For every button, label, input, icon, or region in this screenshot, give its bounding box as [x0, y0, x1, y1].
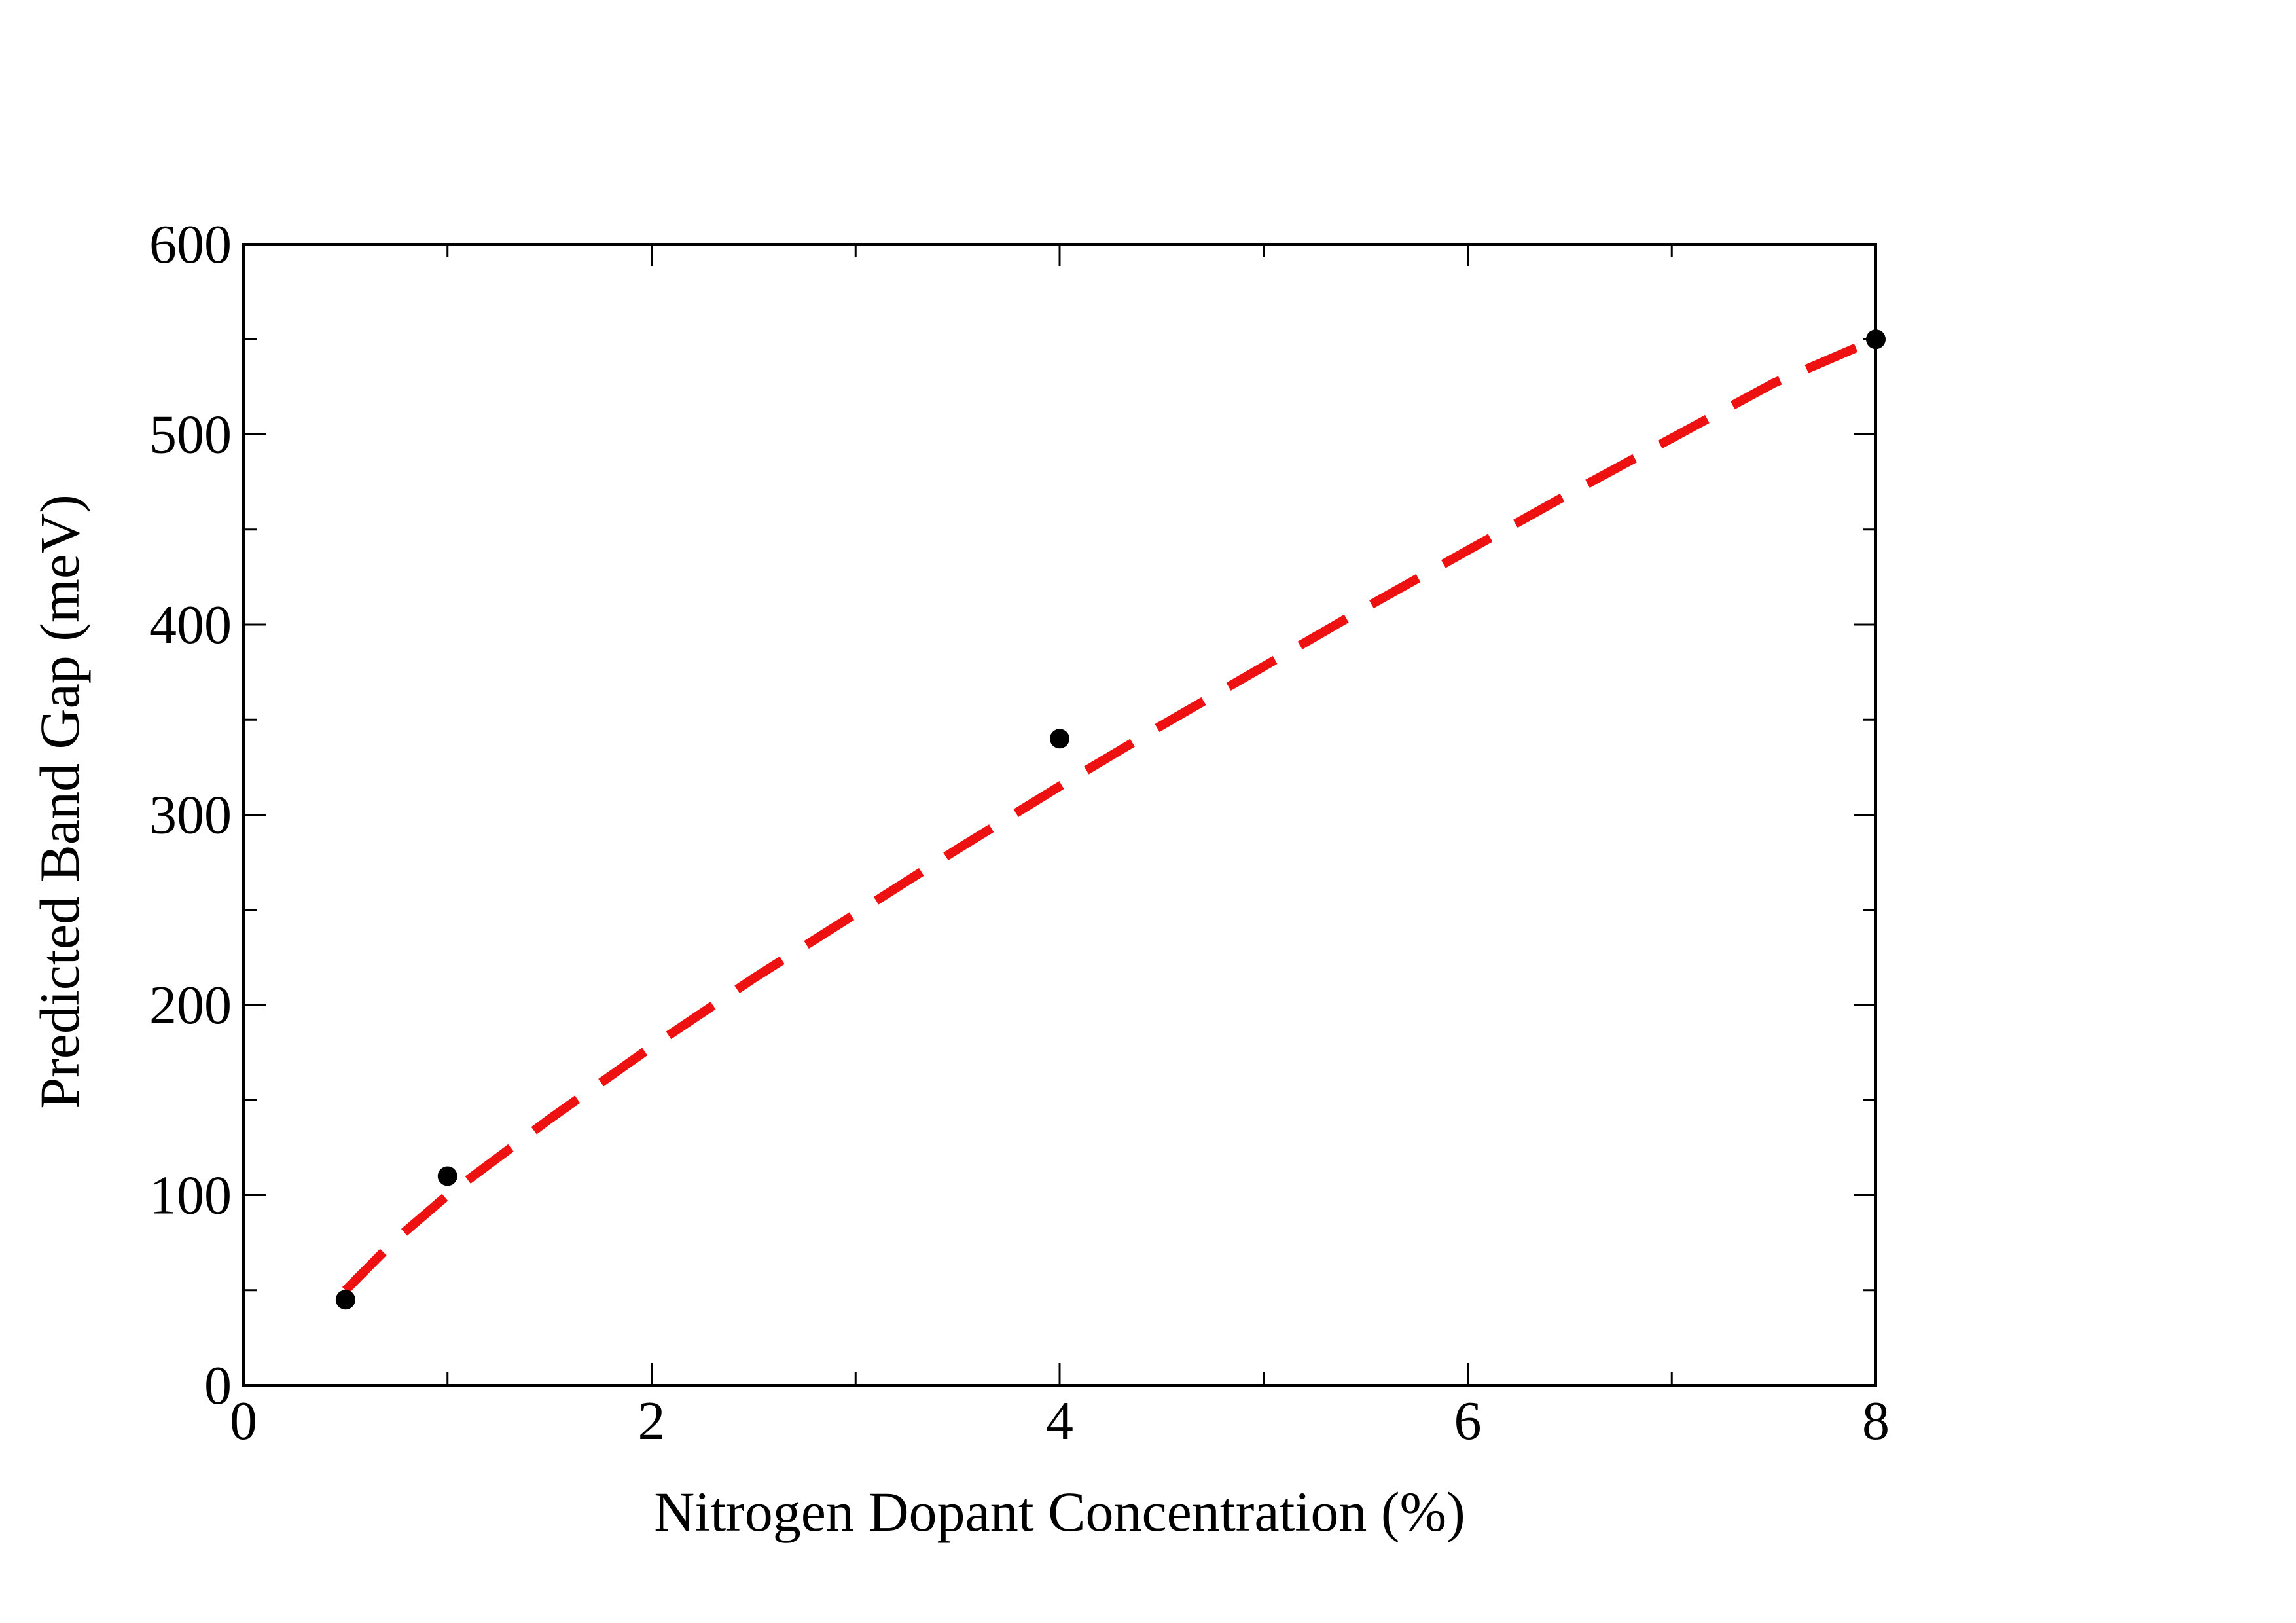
y-tick-label: 500 [149, 405, 232, 465]
x-axis-title: Nitrogen Dopant Concentration (%) [654, 1480, 1465, 1543]
y-tick-label: 200 [149, 975, 232, 1036]
y-tick-label: 0 [204, 1355, 232, 1416]
x-tick-label: 2 [638, 1391, 666, 1451]
axis-ticks [242, 243, 1877, 1387]
data-point [1050, 729, 1069, 749]
y-tick-label: 100 [149, 1165, 232, 1226]
data-point [335, 1290, 355, 1310]
plot-frame [242, 243, 1877, 1387]
y-tick-label: 300 [149, 785, 232, 846]
fit-curve [342, 335, 1878, 1294]
data-point [437, 1166, 457, 1186]
y-tick-label: 400 [149, 594, 232, 655]
y-axis-title: Predicted Band Gap (meV) [28, 494, 91, 1109]
tick-labels: 0 2 4 6 8 0 100 200 300 400 500 600 [149, 214, 1890, 1451]
x-tick-label: 0 [230, 1391, 257, 1451]
y-tick-label: 600 [149, 214, 232, 275]
x-tick-label: 4 [1046, 1391, 1073, 1451]
fit-curve-layer [342, 335, 1878, 1294]
data-points-layer [335, 329, 1886, 1310]
x-tick-label: 6 [1454, 1391, 1482, 1451]
x-tick-label: 8 [1862, 1391, 1890, 1451]
